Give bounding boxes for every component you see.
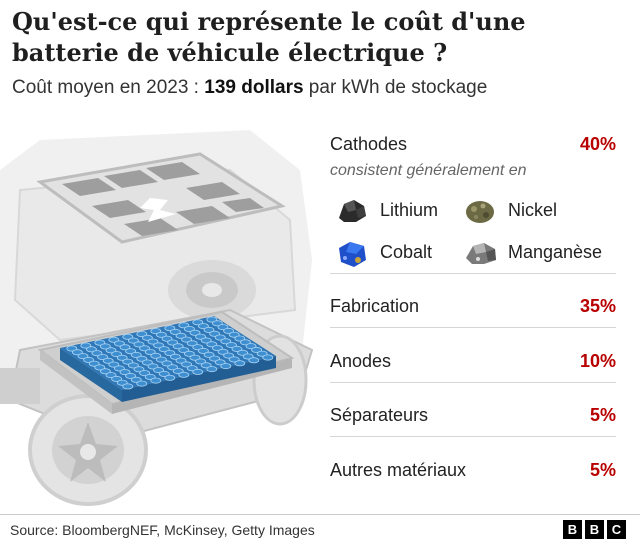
battery-cell bbox=[206, 366, 218, 373]
row-label-anodes: Anodes bbox=[330, 351, 392, 371]
row-fabrication: Fabrication 35% bbox=[330, 288, 616, 328]
battery-cell bbox=[150, 377, 162, 384]
battery-cell bbox=[164, 374, 176, 381]
battery-cell bbox=[122, 383, 134, 390]
row-separateurs: Séparateurs 5% bbox=[330, 397, 616, 437]
row-autres-materiaux: Autres matériaux 5% bbox=[330, 452, 616, 492]
row-divider bbox=[330, 436, 616, 437]
logo-letter: B bbox=[585, 520, 604, 539]
chart-title: Qu'est-ce qui représente le coût d'une b… bbox=[12, 7, 526, 67]
logo-letter: B bbox=[563, 520, 582, 539]
battery-cell bbox=[248, 357, 260, 364]
bbc-logo: B B C bbox=[563, 520, 626, 539]
footer-divider bbox=[0, 514, 640, 515]
mineral-label-cobalt: Cobalt bbox=[380, 242, 433, 262]
row-divider bbox=[330, 382, 616, 383]
logo-letter: C bbox=[607, 520, 626, 539]
battery-cell bbox=[220, 363, 232, 370]
mineral-label-nickel: Nickel bbox=[508, 200, 558, 220]
cobalt-rock-icon bbox=[339, 242, 366, 267]
row-label-fabrication: Fabrication bbox=[330, 296, 420, 316]
battery-cells bbox=[66, 316, 274, 390]
row-anodes: Anodes 10% bbox=[330, 343, 616, 383]
row-value-cathodes: 40% bbox=[579, 134, 616, 154]
source-note: Source: BloombergNEF, McKinsey, Getty Im… bbox=[10, 522, 315, 538]
battery-cell bbox=[234, 360, 246, 367]
mineral-label-lithium: Lithium bbox=[380, 200, 439, 220]
row-value-autres-materiaux: 5% bbox=[589, 460, 616, 480]
chart-subtitle: Coût moyen en 2023 : 139 dollars par kWh… bbox=[12, 75, 632, 101]
subtitle-prefix: Coût moyen en 2023 : bbox=[12, 77, 205, 98]
nickel-rock-icon bbox=[466, 201, 494, 223]
battery-cell bbox=[192, 368, 204, 375]
battery-cell bbox=[262, 354, 274, 361]
lithium-rock-icon bbox=[339, 200, 366, 222]
subtitle-price: 139 dollars bbox=[204, 77, 304, 98]
mineral-label-manganese: Manganèse bbox=[508, 242, 603, 262]
battery-cell bbox=[178, 371, 190, 378]
row-value-fabrication: 35% bbox=[579, 296, 616, 316]
row-divider bbox=[330, 327, 616, 328]
row-label-autres-materiaux: Autres matériaux bbox=[330, 460, 467, 480]
row-value-anodes: 10% bbox=[579, 351, 616, 371]
ev-battery-chassis-icon bbox=[0, 130, 314, 506]
manganese-rock-icon bbox=[466, 243, 496, 264]
row-label-cathodes: Cathodes bbox=[330, 134, 408, 154]
row-label-separateurs: Séparateurs bbox=[330, 405, 429, 425]
row-divider bbox=[330, 273, 616, 274]
subtitle-suffix: par kWh de stockage bbox=[303, 77, 488, 98]
row-cathodes: Cathodes 40% consistent généralement en … bbox=[330, 126, 616, 274]
cathode-note: consistent généralement en bbox=[330, 162, 527, 179]
row-value-separateurs: 5% bbox=[589, 405, 616, 425]
battery-cell bbox=[136, 380, 148, 387]
